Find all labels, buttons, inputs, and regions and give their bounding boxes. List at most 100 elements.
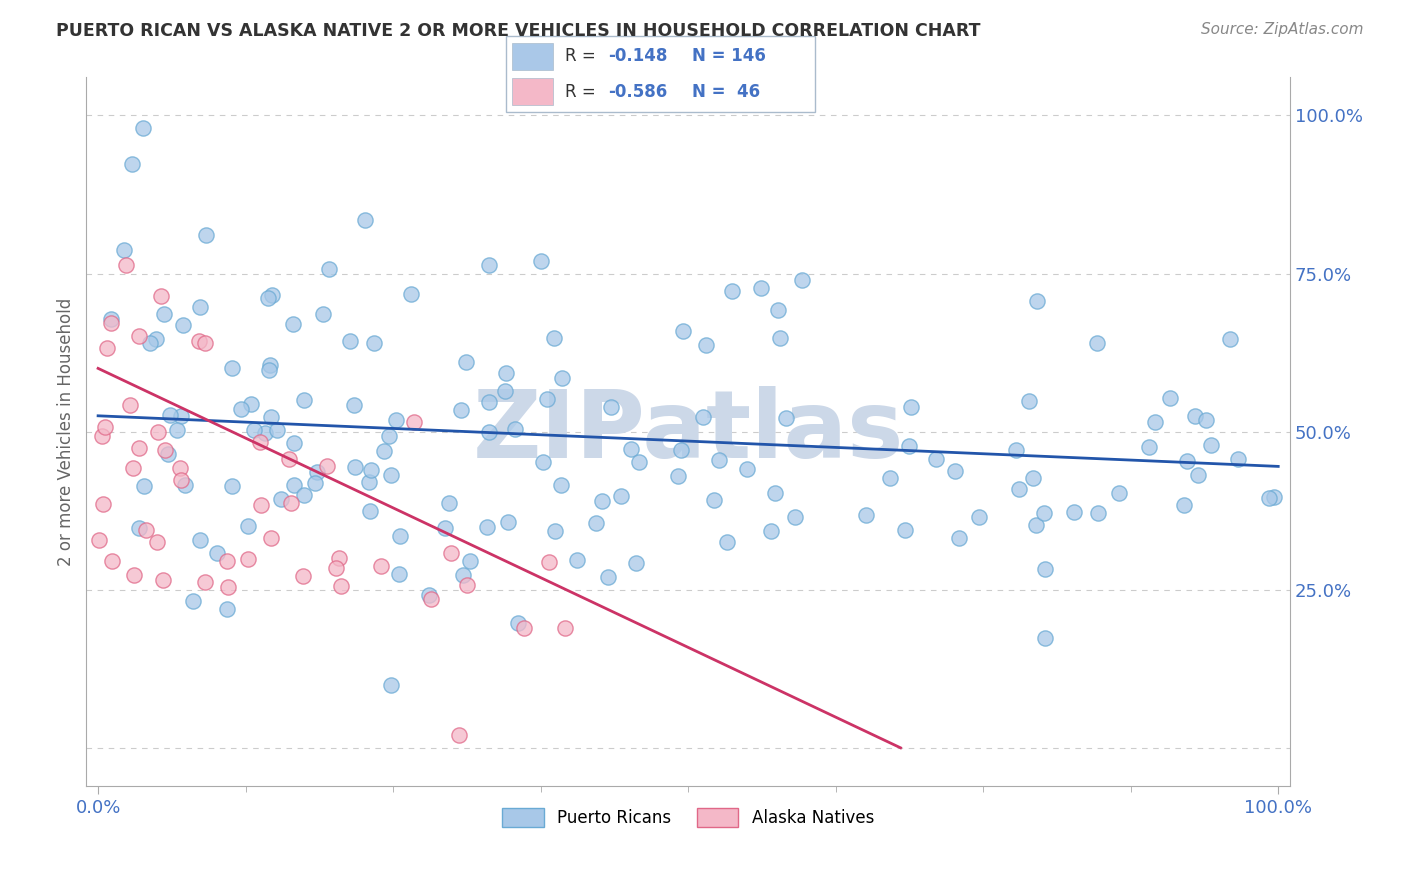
Point — [122, 461, 145, 475]
Text: PUERTO RICAN VS ALASKA NATIVE 2 OR MORE VEHICLES IN HOUSEHOLD CORRELATION CHART: PUERTO RICAN VS ALASKA NATIVE 2 OR MORE … — [56, 22, 981, 40]
Point — [311, 307, 333, 321]
Point — [1184, 409, 1206, 423]
Point — [205, 546, 228, 560]
Point — [148, 425, 170, 439]
Point — [380, 678, 402, 692]
Point — [357, 475, 380, 489]
Point — [292, 393, 315, 408]
Point — [609, 489, 631, 503]
Point — [373, 444, 395, 458]
Point — [342, 398, 364, 412]
Point — [328, 551, 350, 566]
Point — [450, 402, 472, 417]
Point — [174, 477, 197, 491]
Point — [447, 728, 470, 742]
Point — [707, 453, 730, 467]
Point — [897, 439, 920, 453]
Point — [478, 394, 501, 409]
Text: R =: R = — [565, 47, 600, 65]
Point — [292, 488, 315, 502]
Point — [194, 335, 217, 350]
Point — [339, 334, 361, 348]
FancyBboxPatch shape — [512, 78, 553, 105]
Point — [135, 523, 157, 537]
Point — [236, 518, 259, 533]
Point — [150, 289, 173, 303]
Point — [260, 410, 283, 425]
Point — [666, 468, 689, 483]
Point — [91, 429, 114, 443]
Point — [249, 435, 271, 450]
Point — [181, 594, 204, 608]
Point — [156, 447, 179, 461]
Point — [159, 409, 181, 423]
Point — [100, 311, 122, 326]
Point — [1087, 506, 1109, 520]
Point — [359, 504, 381, 518]
Point — [855, 508, 877, 523]
Point — [790, 273, 813, 287]
Point — [236, 552, 259, 566]
Point — [1008, 482, 1031, 496]
Point — [1026, 293, 1049, 308]
Point — [270, 492, 292, 507]
Point — [153, 307, 176, 321]
Point — [1257, 491, 1279, 505]
Point — [620, 442, 643, 456]
Point — [439, 495, 461, 509]
Point — [1218, 332, 1240, 346]
Legend: Puerto Ricans, Alaska Natives: Puerto Ricans, Alaska Natives — [496, 802, 880, 834]
Point — [554, 621, 576, 635]
Point — [749, 281, 772, 295]
Point — [221, 361, 243, 376]
Point — [188, 533, 211, 547]
Point — [624, 557, 647, 571]
Point — [879, 470, 901, 484]
Point — [716, 535, 738, 549]
Point — [266, 423, 288, 437]
Point — [1159, 391, 1181, 405]
Point — [440, 545, 463, 559]
Point — [194, 228, 217, 243]
Point — [496, 515, 519, 529]
Point — [1004, 442, 1026, 457]
Point — [1108, 485, 1130, 500]
Point — [401, 287, 423, 301]
Point — [769, 331, 792, 345]
Point — [172, 318, 194, 333]
Point — [766, 302, 789, 317]
Point — [1033, 506, 1056, 520]
Point — [145, 332, 167, 346]
Point — [121, 157, 143, 171]
Point — [194, 574, 217, 589]
Point — [304, 475, 326, 490]
Point — [948, 531, 970, 545]
Point — [239, 397, 262, 411]
Point — [100, 316, 122, 330]
Point — [551, 371, 574, 385]
Point — [475, 519, 498, 533]
Point — [536, 392, 558, 406]
Point — [761, 524, 783, 539]
Point — [402, 415, 425, 429]
Point — [495, 367, 517, 381]
Point — [87, 533, 110, 547]
Point — [283, 478, 305, 492]
Point — [354, 213, 377, 227]
Point — [900, 400, 922, 414]
Point — [217, 580, 239, 594]
Text: R =: R = — [565, 83, 600, 101]
Point — [231, 401, 253, 416]
Text: Source: ZipAtlas.com: Source: ZipAtlas.com — [1201, 22, 1364, 37]
Point — [1018, 393, 1040, 408]
Point — [1263, 491, 1285, 505]
Point — [250, 498, 273, 512]
Text: -0.148: -0.148 — [609, 47, 668, 65]
Point — [530, 254, 553, 268]
Point — [155, 443, 177, 458]
Point — [585, 516, 607, 530]
Point — [96, 341, 118, 355]
Point — [1033, 561, 1056, 575]
Point — [735, 462, 758, 476]
Point — [1173, 498, 1195, 512]
